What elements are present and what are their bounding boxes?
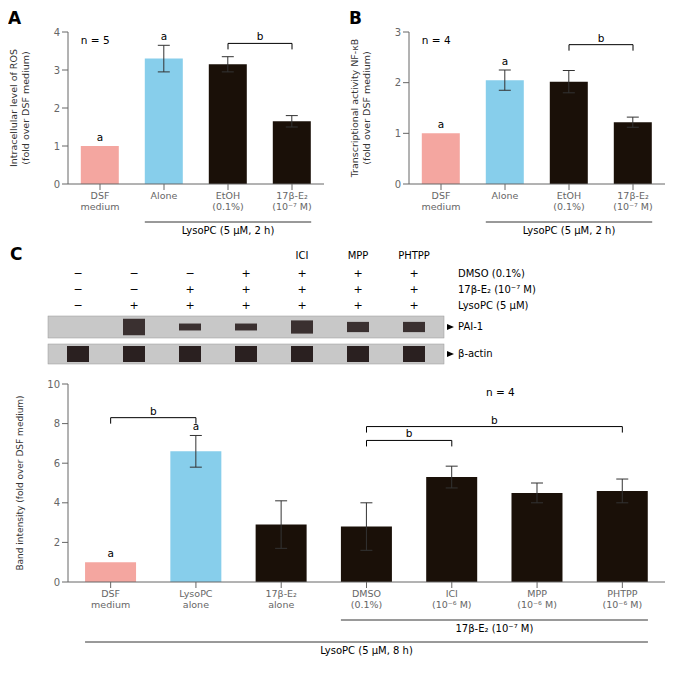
svg-text:+: + — [409, 267, 418, 280]
svg-text:+: + — [241, 283, 250, 296]
svg-text:MPP(10⁻⁶ M): MPP(10⁻⁶ M) — [517, 588, 557, 610]
svg-text:0: 0 — [54, 577, 60, 588]
svg-text:3: 3 — [395, 27, 401, 38]
svg-text:EtOH(0.1%): EtOH(0.1%) — [212, 190, 244, 212]
html-text:A: A — [8, 8, 22, 28]
svg-text:+: + — [185, 283, 194, 296]
svg-text:Alone: Alone — [492, 190, 519, 201]
svg-text:0: 0 — [54, 179, 60, 190]
svg-text:b: b — [598, 32, 605, 44]
svg-text:a: a — [502, 55, 508, 67]
svg-text:b: b — [491, 414, 498, 426]
svg-text:+: + — [353, 267, 362, 280]
svg-text:LysoPC (5 μM): LysoPC (5 μM) — [458, 300, 529, 311]
svg-text:4: 4 — [54, 27, 60, 38]
svg-text:2: 2 — [54, 537, 60, 548]
svg-text:ICI(10⁻⁶ M): ICI(10⁻⁶ M) — [432, 588, 472, 610]
svg-text:+: + — [297, 283, 306, 296]
svg-text:0: 0 — [395, 179, 401, 190]
svg-text:MPP: MPP — [348, 250, 369, 261]
svg-text:+: + — [241, 267, 250, 280]
svg-text:2: 2 — [54, 103, 60, 114]
svg-text:a: a — [107, 547, 113, 559]
html-text:B: B — [349, 8, 362, 28]
svg-text:Transcriptional activity NF-κB: Transcriptional activity NF-κB(fold over… — [349, 39, 371, 179]
svg-text:−: − — [73, 299, 82, 312]
svg-text:ICI: ICI — [296, 250, 309, 261]
svg-text:a: a — [438, 118, 444, 130]
html-text:n = 5: n = 5 — [80, 34, 110, 46]
svg-text:17β-E₂ (10⁻⁷ M): 17β-E₂ (10⁻⁷ M) — [458, 284, 536, 295]
svg-text:−: − — [129, 283, 138, 296]
svg-text:Alone: Alone — [151, 190, 178, 201]
svg-text:17β-E₂(10⁻⁷ M): 17β-E₂(10⁻⁷ M) — [613, 190, 653, 212]
svg-text:DSFmedium: DSFmedium — [80, 190, 119, 212]
svg-text:+: + — [409, 299, 418, 312]
svg-text:PHTPP: PHTPP — [398, 250, 430, 261]
svg-text:1: 1 — [395, 128, 401, 139]
svg-text:+: + — [129, 299, 138, 312]
svg-text:4: 4 — [54, 497, 60, 508]
svg-text:17β-E₂alone: 17β-E₂alone — [266, 588, 298, 610]
svg-text:a: a — [97, 131, 103, 143]
svg-text:+: + — [241, 299, 250, 312]
svg-text:DMSO (0.1%): DMSO (0.1%) — [458, 268, 525, 279]
html-text:n = 4: n = 4 — [485, 386, 515, 398]
svg-text:+: + — [297, 267, 306, 280]
svg-text:PAI-1: PAI-1 — [458, 321, 483, 332]
svg-text:a: a — [161, 30, 167, 42]
svg-text:+: + — [409, 283, 418, 296]
svg-text:C: C — [10, 244, 22, 264]
svg-text:+: + — [353, 283, 362, 296]
svg-text:−: − — [73, 267, 82, 280]
svg-text:a: a — [193, 420, 199, 432]
svg-text:LysoPCalone: LysoPCalone — [179, 588, 213, 610]
svg-text:+: + — [185, 299, 194, 312]
svg-text:10: 10 — [47, 379, 60, 390]
svg-text:17β-E₂(10⁻⁷ M): 17β-E₂(10⁻⁷ M) — [272, 190, 312, 212]
svg-text:1: 1 — [54, 141, 60, 152]
svg-text:Band intensity (fold over DSF: Band intensity (fold over DSF medium) — [15, 395, 25, 570]
svg-text:LysoPC (5 μM, 8 h): LysoPC (5 μM, 8 h) — [320, 645, 413, 656]
svg-text:LysoPC (5 μM, 2 h): LysoPC (5 μM, 2 h) — [523, 225, 616, 236]
svg-text:8: 8 — [54, 418, 60, 429]
html-text:n = 4: n = 4 — [421, 34, 451, 46]
svg-text:DSFmedium: DSFmedium — [91, 588, 130, 610]
svg-text:Intracellular level of ROS(fol: Intracellular level of ROS(fold over DSF… — [8, 49, 30, 167]
svg-text:EtOH(0.1%): EtOH(0.1%) — [553, 190, 585, 212]
svg-text:+: + — [353, 299, 362, 312]
svg-text:−: − — [129, 267, 138, 280]
svg-text:2: 2 — [395, 77, 401, 88]
svg-text:+: + — [297, 299, 306, 312]
svg-text:17β-E₂ (10⁻⁷ M): 17β-E₂ (10⁻⁷ M) — [456, 623, 534, 634]
svg-text:−: − — [73, 283, 82, 296]
svg-text:DMSO(0.1%): DMSO(0.1%) — [351, 588, 383, 610]
svg-text:DSFmedium: DSFmedium — [421, 190, 460, 212]
svg-text:b: b — [406, 427, 413, 439]
svg-text:PHTPP(10⁻⁶ M): PHTPP(10⁻⁶ M) — [603, 588, 643, 610]
svg-text:b: b — [150, 405, 157, 417]
svg-text:b: b — [257, 30, 264, 42]
svg-text:6: 6 — [54, 458, 60, 469]
svg-text:β-actin: β-actin — [458, 348, 493, 359]
svg-text:LysoPC (5 μM, 2 h): LysoPC (5 μM, 2 h) — [182, 225, 275, 236]
svg-text:3: 3 — [54, 65, 60, 76]
svg-text:−: − — [185, 267, 194, 280]
